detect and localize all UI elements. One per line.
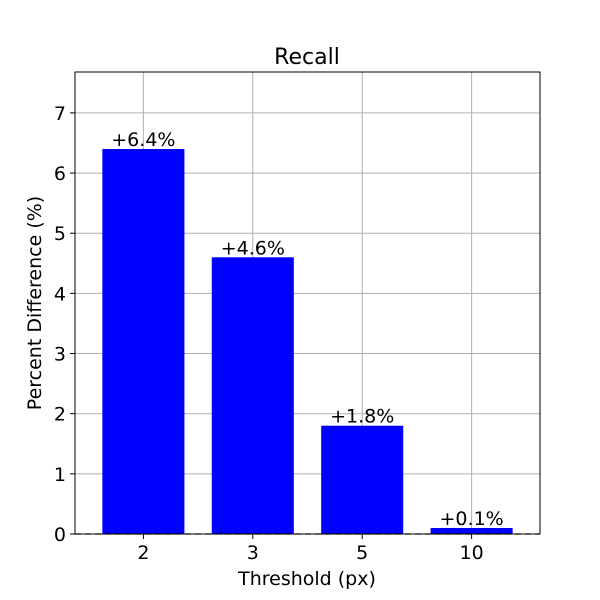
x-tick-label: 5 [356, 542, 368, 564]
data-labels: +6.4% +4.6% +1.8% +0.1% [111, 129, 503, 530]
bar-3 [211, 257, 294, 534]
y-tick-label: 2 [54, 404, 66, 426]
bar-5 [321, 425, 404, 534]
y-axis-label: Percent Difference (%) [24, 196, 46, 410]
x-tick-label: 2 [137, 542, 149, 564]
chart-title: Recall [274, 45, 340, 70]
y-tick-label: 6 [54, 163, 66, 185]
y-tick-label: 4 [54, 283, 66, 305]
x-tick-label: 10 [460, 542, 484, 564]
bar-2 [102, 149, 185, 534]
y-tick-label: 1 [54, 464, 66, 486]
data-label-10: +0.1% [440, 508, 504, 530]
axis-ticks: 0 1 2 3 4 5 6 7 2 3 5 10 [54, 103, 484, 564]
y-tick-label: 0 [54, 524, 66, 546]
bar-10 [430, 527, 513, 534]
data-label-2: +6.4% [111, 129, 175, 151]
y-tick-label: 5 [54, 223, 66, 245]
plot-frame [74, 71, 541, 535]
bars [102, 149, 513, 534]
x-axis-label: Threshold (px) [237, 568, 376, 590]
data-label-5: +1.8% [330, 406, 394, 428]
x-tick-label: 3 [247, 542, 259, 564]
y-tick-label: 3 [54, 344, 66, 366]
y-tick-label: 7 [54, 103, 66, 125]
data-label-3: +4.6% [221, 237, 285, 259]
